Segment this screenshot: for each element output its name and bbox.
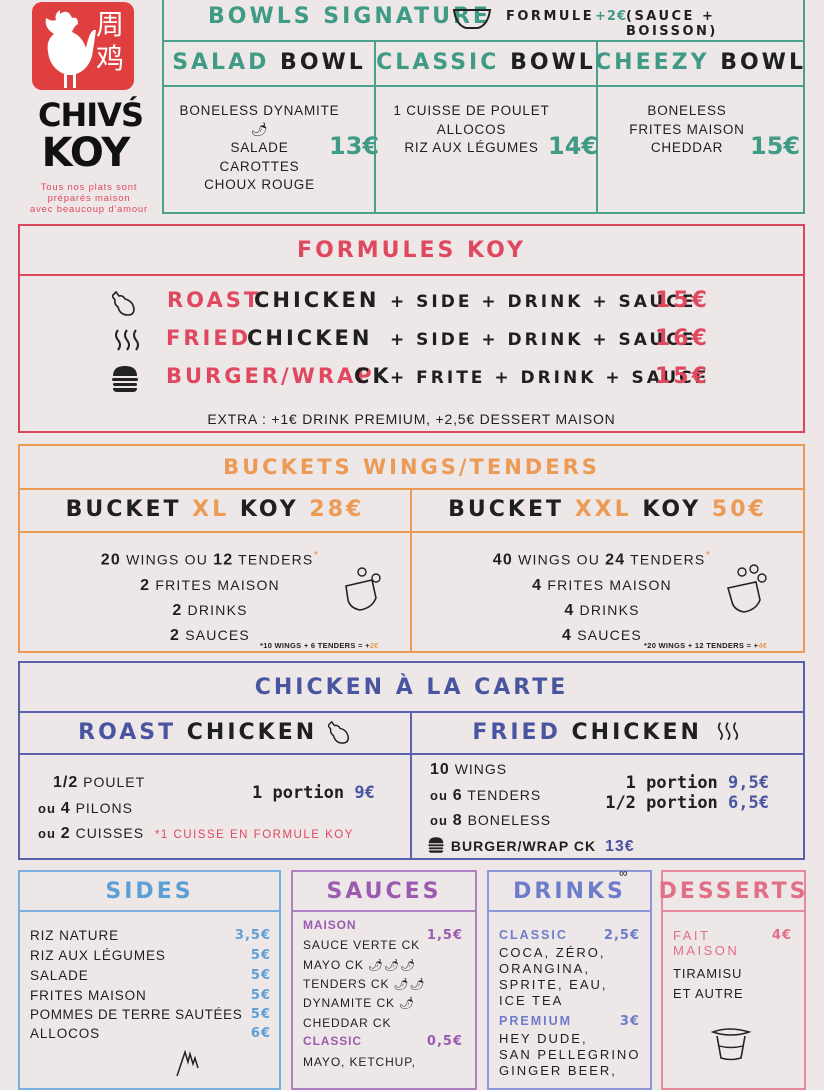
formule-detail: (SAUCE + BOISSON) <box>626 9 718 39</box>
cheezy-bowl: CHEEZY BOWL BONELESS FRITES MAISON CHEDD… <box>595 40 803 212</box>
burger-icon <box>110 364 140 394</box>
sauces-classic-label: CLASSIC <box>303 1034 362 1048</box>
roast-portion: 1 portion 9€ <box>252 783 375 803</box>
fried-portions: 1 portion 9,5€ 1/2 portion 6,5€ <box>605 773 769 813</box>
cheezy-bowl-ingredients: BONELESS FRITES MAISON CHEDDAR <box>629 103 745 155</box>
bucket-icon <box>724 564 772 614</box>
sauces-title: SAUCES <box>293 872 475 912</box>
chili-icon: 🌶 <box>399 996 416 1010</box>
salad-bowl: SALAD BOWL BONELESS DYNAMITE 🌶 SALADE CA… <box>164 40 380 212</box>
cheezy-bowl-price: 15€ <box>750 132 801 160</box>
sides-title: SIDES <box>20 872 279 912</box>
buckets-section: BUCKETS WINGS/TENDERS BUCKET XL KOY 28€ … <box>18 444 805 653</box>
formule-row: ROAST CHICKEN + SIDE + DRINK + SAUCE 15€ <box>20 288 803 320</box>
bucket-icon <box>342 566 386 612</box>
chili-icon: 🌶🌶🌶 <box>368 958 417 972</box>
bucket-xxl: BUCKET XXL KOY 50€ 40 WINGS OU 24 TENDER… <box>412 488 803 651</box>
formule-note: *1 CUISSE EN FORMULE KOY <box>154 829 354 841</box>
bucket-xl: BUCKET XL KOY 28€ 20 WINGS OU 12 TENDERS… <box>20 488 412 651</box>
formules-title: FORMULES KOY <box>20 226 803 276</box>
rooster-icon <box>45 10 96 88</box>
drinks-classic-label: CLASSIC <box>499 928 568 942</box>
tagline: Tous nos plats sont préparés maison avec… <box>30 182 148 215</box>
steam-icon <box>713 721 743 743</box>
drinks-title: DRINKS <box>489 872 650 912</box>
sauces-classic-price: 0,5€ <box>426 1034 463 1049</box>
sauces-maison-price: 1,5€ <box>426 928 463 943</box>
fried-chicken-carte: FRIED CHICKEN 10 WINGS ou 6 TENDERS ou 8… <box>412 711 803 858</box>
steam-icon <box>113 328 141 354</box>
buckets-title: BUCKETS WINGS/TENDERS <box>20 446 803 490</box>
sides-section: SIDES RIZ NATURE 3,5€ RIZ AUX LÉGUMES 5€… <box>18 870 281 1090</box>
formule-price: +2€ <box>595 9 627 24</box>
burger-icon <box>426 836 446 854</box>
formule-row: BURGER/WRAP CK + FRITE + DRINK + SAUCE 1… <box>20 364 803 396</box>
chili-icon: 🌶🌶 <box>393 977 426 991</box>
drinks-section: DRINKS ∞ CLASSIC 2,5€ COCA, ZÉRO, ORANGI… <box>487 866 652 1090</box>
carte-section: CHICKEN À LA CARTE ROAST CHICKEN 1/2 POU… <box>18 661 805 860</box>
formules-section: FORMULES KOY ROAST CHICKEN + SIDE + DRIN… <box>18 224 805 433</box>
bowl-icon <box>452 7 492 31</box>
bowls-header: BOWLS SIGNATURE FORMULE +2€ (SAUCE + BOI… <box>164 0 803 42</box>
sauces-section: SAUCES MAISON 1,5€ SAUCE VERTE CK MAYO C… <box>291 870 477 1090</box>
bowls-section: BOWLS SIGNATURE FORMULE +2€ (SAUCE + BOI… <box>162 0 805 214</box>
salad-bowl-price: 13€ <box>329 132 380 160</box>
bucket-xl-note: *10 WINGS + 6 TENDERS = +2€ <box>260 641 379 650</box>
desserts-label: FAIT MAISON <box>673 928 740 958</box>
logo-chinese: 周鸡 <box>96 8 125 75</box>
drinks-classic-price: 2,5€ <box>603 928 640 943</box>
bucket-xl-contents: 20 WINGS OU 12 TENDERS* 2 FRITES MAISON … <box>100 549 320 644</box>
desserts-price: 4€ <box>771 928 792 943</box>
salad-bowl-ingredients: BONELESS DYNAMITE 🌶 SALADE CAROTTES CHOU… <box>179 103 340 192</box>
brand-name-line2: KOY <box>41 130 131 176</box>
logo-badge: 周鸡 <box>32 2 134 90</box>
fries-icon <box>175 1050 205 1076</box>
drinks-premium-price: 3€ <box>619 1014 640 1029</box>
drinks-premium-label: PREMIUM <box>499 1014 573 1028</box>
sauces-maison-label: MAISON <box>303 918 357 932</box>
brand-name-line1: CHIVŚ <box>38 96 144 134</box>
formule-row: FRIED CHICKEN + SIDE + DRINK + SAUCE 16€ <box>20 326 803 358</box>
formules-extra: EXTRA : +1€ DRINK PREMIUM, +2,5€ DESSERT… <box>207 411 616 427</box>
formule-label: FORMULE <box>506 9 595 24</box>
roast-options: 1/2 POULET ou 4 PILONS ou 2 CUISSES *1 C… <box>38 774 354 842</box>
bucket-xxl-note: *20 WINGS + 12 TENDERS = +4€ <box>644 641 768 650</box>
bucket-xxl-contents: 40 WINGS OU 24 TENDERS* 4 FRITES MAISON … <box>492 549 712 644</box>
classic-bowl-price: 14€ <box>548 132 599 160</box>
desserts-title: DESSERTS <box>659 872 805 912</box>
roast-chicken-carte: ROAST CHICKEN 1/2 POULET ou 4 PILONS ou … <box>20 711 412 858</box>
fried-options: 10 WINGS ou 6 TENDERS ou 8 BONELESS BURG… <box>428 757 635 859</box>
carte-title: CHICKEN À LA CARTE <box>20 663 803 713</box>
classic-bowl-ingredients: 1 CUISSE DE POULET ALLOCOS RIZ AUX LÉGUM… <box>393 103 550 155</box>
chili-icon: 🌶 <box>250 121 269 137</box>
desserts-section: DESSERTS FAIT MAISON 4€ TIRAMISU ET AUTR… <box>659 870 806 1090</box>
ice-cubes-icon: ∞ <box>619 866 628 880</box>
chicken-leg-icon <box>112 290 138 316</box>
dessert-cup-icon <box>709 1026 753 1062</box>
chicken-leg-icon <box>327 720 352 744</box>
classic-bowl: CLASSIC BOWL 1 CUISSE DE POULET ALLOCOS … <box>376 40 598 212</box>
bowls-title: BOWLS SIGNATURE <box>208 4 491 29</box>
